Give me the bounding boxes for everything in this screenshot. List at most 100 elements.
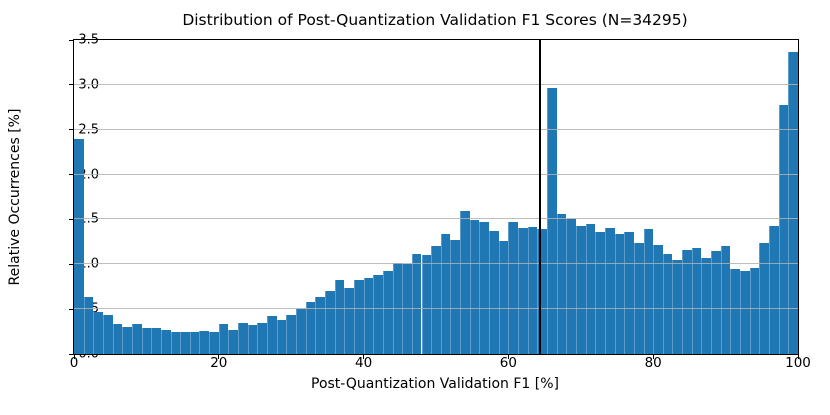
histogram-bar xyxy=(547,87,557,354)
histogram-bar xyxy=(74,138,84,354)
histogram-bar xyxy=(305,301,316,354)
histogram-bar xyxy=(122,327,132,354)
histogram-bar xyxy=(382,271,393,354)
histogram-bar xyxy=(498,240,509,354)
histogram-bar xyxy=(257,322,268,354)
x-tick-mark xyxy=(363,355,365,359)
y-tick-label: 3.5 xyxy=(78,32,99,48)
histogram-bar xyxy=(286,314,296,354)
y-tick-mark xyxy=(69,308,73,310)
histogram-bar xyxy=(93,311,103,354)
histogram-bar xyxy=(633,242,644,354)
histogram-bar xyxy=(131,324,142,354)
gridline xyxy=(74,218,798,220)
bars-layer xyxy=(74,40,798,354)
histogram-bar xyxy=(353,279,364,354)
x-tick-label: 40 xyxy=(355,355,373,371)
y-tick-mark xyxy=(69,174,73,176)
y-axis-label: Relative Occurrences [%] xyxy=(7,108,23,286)
histogram-bar xyxy=(720,246,731,354)
histogram-bar xyxy=(411,254,422,354)
histogram-bar xyxy=(556,214,567,354)
histogram-bar xyxy=(112,323,123,354)
gridline xyxy=(74,308,798,310)
histogram-bar xyxy=(209,331,219,354)
histogram-bar xyxy=(778,104,789,354)
histogram-bar xyxy=(653,245,663,354)
histogram-bar xyxy=(199,330,210,354)
histogram-bar xyxy=(479,222,490,354)
histogram-bar xyxy=(769,225,779,354)
gridline xyxy=(74,173,798,175)
histogram-bar xyxy=(170,331,181,354)
x-tick-label: 60 xyxy=(499,355,517,371)
x-tick-mark xyxy=(797,355,799,359)
histogram-bar xyxy=(151,327,161,354)
histogram-bar xyxy=(788,51,798,354)
x-tick-label: 0 xyxy=(69,355,79,371)
histogram-bar xyxy=(585,223,596,354)
histogram-bar xyxy=(296,309,306,354)
histogram-bar xyxy=(315,296,325,354)
histogram-bar xyxy=(508,222,519,354)
histogram-bar xyxy=(247,325,258,354)
histogram-bar xyxy=(527,226,538,354)
y-tick-mark xyxy=(69,263,73,265)
histogram-bar xyxy=(575,225,586,354)
y-tick-mark xyxy=(69,129,73,131)
x-axis-label: Post-Quantization Validation F1 [%] xyxy=(311,376,559,392)
histogram-bar xyxy=(595,232,605,354)
plot-area xyxy=(69,39,799,359)
histogram-bar xyxy=(440,233,451,354)
vertical-marker-line xyxy=(538,40,541,354)
histogram-bar xyxy=(701,258,712,354)
x-tick-mark xyxy=(218,355,220,359)
histogram-bar xyxy=(267,316,277,354)
y-tick-mark xyxy=(69,353,73,355)
histogram-bar xyxy=(682,249,692,354)
gridline xyxy=(74,83,798,85)
histogram-bar xyxy=(180,332,190,354)
histogram-bar xyxy=(624,232,634,354)
y-tick-mark xyxy=(69,39,73,41)
histogram-bar xyxy=(431,246,441,354)
histogram-bar xyxy=(759,242,769,354)
histogram-bar xyxy=(363,277,374,354)
histogram-bar xyxy=(730,268,741,354)
y-tick-mark xyxy=(69,218,73,220)
histogram-bar xyxy=(228,329,239,354)
histogram-bar xyxy=(469,220,480,354)
histogram-bar xyxy=(711,250,721,354)
histogram-bar xyxy=(537,229,547,354)
histogram-bar xyxy=(189,332,200,354)
gridline xyxy=(74,263,798,265)
histogram-bar xyxy=(489,231,499,354)
histogram-bar xyxy=(334,279,345,354)
histogram-bar xyxy=(566,219,576,354)
histogram-bar xyxy=(643,229,654,354)
histogram-bar xyxy=(373,275,383,354)
histogram-bar xyxy=(141,327,152,354)
gridline xyxy=(74,128,798,130)
histogram-bar xyxy=(324,291,335,354)
histogram-bar xyxy=(740,270,750,354)
histogram-bar xyxy=(518,228,528,354)
x-tick-mark xyxy=(507,355,509,359)
histogram-bar xyxy=(691,248,702,354)
histogram-bar xyxy=(604,228,615,354)
y-tick-mark xyxy=(69,84,73,86)
histogram-bar xyxy=(276,319,287,354)
x-tick-mark xyxy=(73,355,75,359)
histogram-bar xyxy=(238,322,248,354)
histogram-bar xyxy=(160,329,171,354)
histogram-bar xyxy=(218,324,229,354)
histogram-bar xyxy=(662,254,673,354)
histogram-bar xyxy=(83,296,94,354)
x-tick-label: 80 xyxy=(644,355,662,371)
histogram-bar xyxy=(450,240,461,354)
histogram-bar xyxy=(460,211,470,354)
x-tick-label: 20 xyxy=(210,355,228,371)
histogram-bar xyxy=(102,314,113,354)
histogram-bar xyxy=(614,233,625,354)
